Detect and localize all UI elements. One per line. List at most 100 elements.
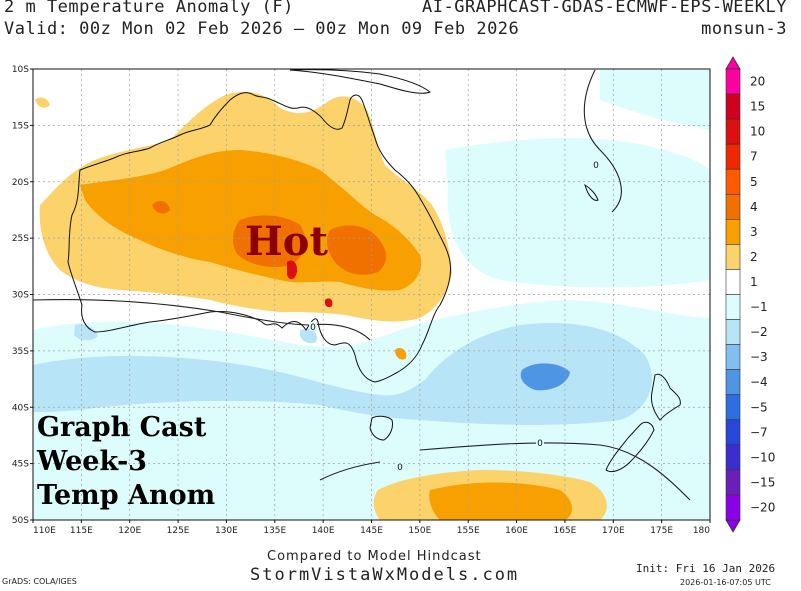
legend-swatch xyxy=(725,168,741,195)
warm-dark-region xyxy=(232,215,306,267)
legend-swatch xyxy=(725,469,741,496)
hot-red-region xyxy=(287,260,298,280)
new-guinea-coastline xyxy=(289,69,431,94)
legend-label: 10 xyxy=(750,125,765,139)
legend-swatch xyxy=(725,244,741,270)
site-name: StormVistaWxModels.com xyxy=(250,565,520,585)
lon-label: 175E xyxy=(650,526,673,536)
legend-swatch xyxy=(725,419,741,446)
latitude-axis: 10S 15S 20S 25S 30S 35S 40S 45S 50S xyxy=(12,65,33,526)
lat-label: 20S xyxy=(12,178,29,188)
legend-label: 2 xyxy=(750,250,758,264)
init-time: Init: Fri 16 Jan 2026 xyxy=(636,562,776,575)
contour-label-bg xyxy=(592,160,600,169)
lon-label: 135E xyxy=(263,526,286,536)
warm-mid-region xyxy=(429,482,572,520)
lat-label: 40S xyxy=(12,403,29,413)
warm-anomaly-shading xyxy=(35,91,607,520)
lon-label: 125E xyxy=(167,526,190,536)
legend-label: 1 xyxy=(750,275,758,289)
grads-credit: GrADS: COLA/IGES xyxy=(2,577,77,586)
contour-label: 0 xyxy=(310,323,316,333)
legend-label: −1 xyxy=(750,300,768,314)
region-name: monsun-3 xyxy=(701,19,787,39)
legend-swatch xyxy=(725,394,741,421)
contour-label-bg xyxy=(536,438,544,447)
legend-swatch xyxy=(725,118,741,145)
legend-label: 4 xyxy=(750,200,758,214)
legend-swatch xyxy=(725,294,741,320)
legend-label: −7 xyxy=(750,425,768,439)
contour-label: 0 xyxy=(537,439,543,449)
lon-label: 145E xyxy=(360,526,383,536)
legend-bottom-arrow xyxy=(725,519,741,533)
contour-labels: 0 0 0 0 xyxy=(309,160,600,473)
model-name: AI-GRAPHCAST-GDAS-ECMWF-EPS-WEEKLY xyxy=(422,0,787,17)
contour-label: 0 xyxy=(397,463,403,473)
tasmania-coastline xyxy=(369,415,393,441)
legend-label: 20 xyxy=(750,75,765,89)
legend-swatch xyxy=(725,494,741,521)
contour-label-bg xyxy=(309,322,317,331)
warm-dark-region xyxy=(152,200,170,214)
lon-label: 150E xyxy=(408,526,431,536)
hot-annotation: Hot xyxy=(245,218,328,265)
lon-label: 130E xyxy=(215,526,238,536)
annotation-line: Graph Cast xyxy=(37,412,207,443)
legend-label: −5 xyxy=(750,400,768,414)
warm-dark-region xyxy=(327,225,386,275)
cool-light-region xyxy=(445,138,710,288)
lat-label: 10S xyxy=(12,65,29,75)
contour-label-bg xyxy=(396,462,404,471)
annotation-line: Temp Anom xyxy=(37,480,215,511)
lat-label: 15S xyxy=(12,121,29,131)
new-zealand-south-coastline xyxy=(605,421,655,473)
legend-label: −3 xyxy=(750,350,768,364)
legend-swatch xyxy=(725,143,741,170)
hot-red-region xyxy=(324,298,333,308)
color-legend: 20 15 10 7 5 4 3 2 1 −1 −2 −3 −4 −5 −7 −10 −15 −20 xyxy=(725,56,775,533)
lon-label: 140E xyxy=(312,526,335,536)
lat-label: 25S xyxy=(12,234,29,244)
cool-mid-region xyxy=(299,328,317,344)
valid-period: Valid: 00z Mon 02 Feb 2026 — 00z Mon 09 … xyxy=(4,19,520,39)
lon-label: 110E xyxy=(33,526,56,536)
lat-lon-grid xyxy=(33,69,710,520)
longitude-axis: 110E 115E 120E 125E 130E 135E 140E 145E 150E 155E… xyxy=(32,520,711,536)
hindcast-note: Compared to Model Hindcast xyxy=(267,549,482,564)
new-zealand-north-coastline xyxy=(651,373,681,421)
cool-light-region xyxy=(600,70,710,130)
lat-label: 50S xyxy=(12,516,29,526)
annotation-line: Week-3 xyxy=(36,446,147,477)
legend-label: −10 xyxy=(750,450,775,464)
lon-label: 180 xyxy=(693,526,710,536)
legend-swatch xyxy=(725,193,741,220)
run-timestamp: 2026-01-16-07:05 UTC xyxy=(680,578,771,587)
legend-label: 15 xyxy=(750,100,765,114)
lon-label: 120E xyxy=(118,526,141,536)
contour-label: 0 xyxy=(593,161,599,171)
legend-swatch xyxy=(725,344,741,370)
legend-swatch xyxy=(725,269,741,295)
australia-coastline xyxy=(67,92,451,383)
coastlines xyxy=(67,69,681,473)
legend-swatch xyxy=(725,444,741,471)
legend-top-arrow xyxy=(725,56,741,70)
zero-contours xyxy=(33,69,691,501)
lon-label: 165E xyxy=(553,526,576,536)
warm-light-region xyxy=(35,97,50,108)
legend-label: 3 xyxy=(750,225,758,239)
legend-label: −15 xyxy=(750,475,775,489)
cool-mid-region xyxy=(33,323,652,425)
lon-label: 115E xyxy=(70,526,93,536)
cool-dark-region xyxy=(520,363,570,391)
chart-title: 2 m Temperature Anomaly (F) xyxy=(4,0,294,17)
legend-swatch xyxy=(725,219,741,245)
lat-label: 35S xyxy=(12,347,29,357)
legend-label: −20 xyxy=(750,500,775,514)
new-caledonia-coastline xyxy=(584,183,599,201)
lon-label: 170E xyxy=(602,526,625,536)
